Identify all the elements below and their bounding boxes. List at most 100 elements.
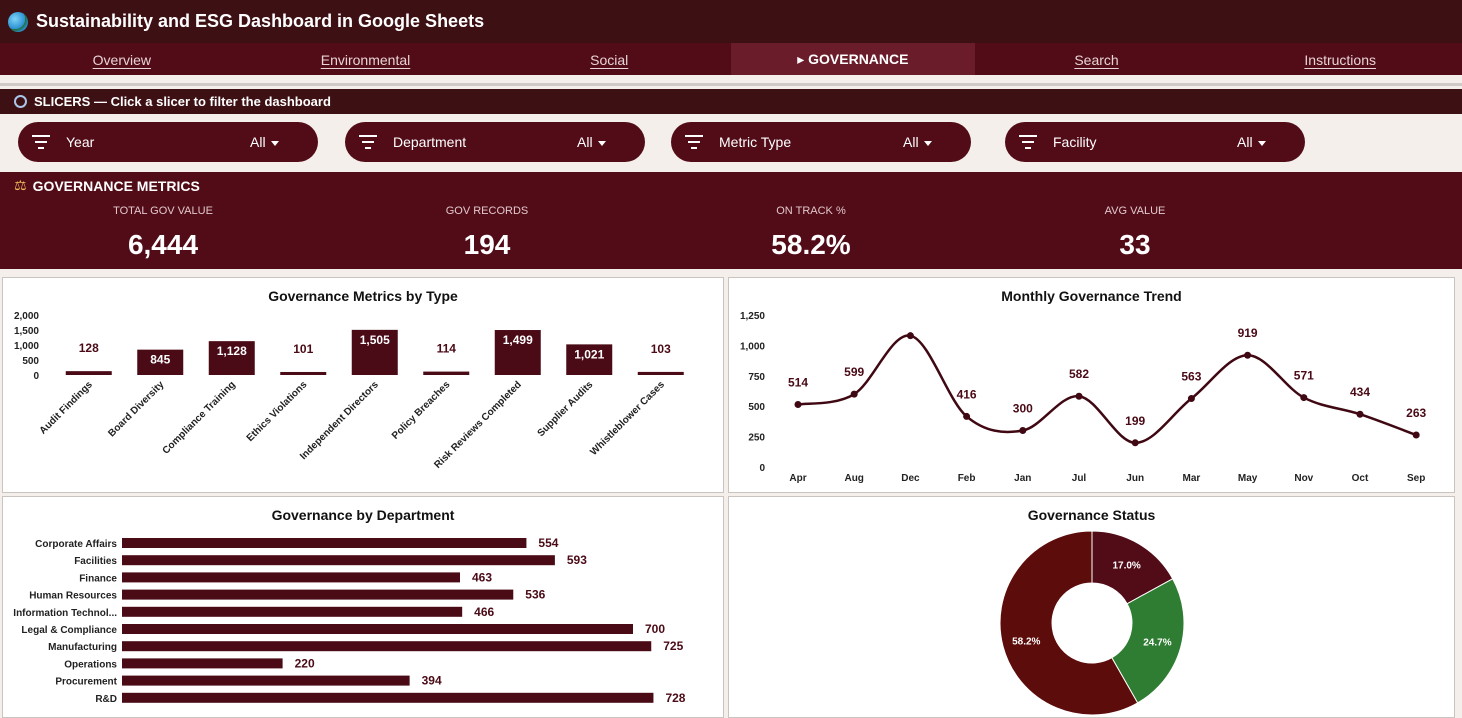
tab-overview[interactable]: Overview [92,52,152,68]
y-tick-label: 750 [748,372,765,383]
filter-icon [685,135,703,149]
slicer-value[interactable]: All [577,134,606,150]
slicer-year[interactable]: Year All [18,122,318,162]
data-point [1300,394,1308,402]
x-tick-label: Audit Findings [38,379,96,437]
data-point [1131,439,1139,447]
slicer-value[interactable]: All [1237,134,1266,150]
tab-search[interactable]: Search [1074,52,1119,68]
kpi-label: TOTAL GOV VALUE [113,205,213,217]
chart-title: Governance Metrics by Type [268,288,458,304]
x-tick-label: Jul [1072,473,1087,484]
filter-icon [1019,135,1037,149]
bar [122,658,283,669]
slicer-row: Year All Department All Metric Type All … [0,114,1462,172]
y-tick-label: Finance [79,573,117,584]
data-label: 1,021 [574,347,604,361]
chart-trend-panel: Monthly Governance Trend 1,250 1,000 750 50… [728,277,1455,493]
tab-governance[interactable]: ▸ GOVERNANCE [731,43,975,75]
governance-metrics-panel: ⚖ GOVERNANCE METRICS TOTAL GOV VALUE 6,4… [0,172,1462,269]
app-header: Sustainability and ESG Dashboard in Goog… [0,0,1462,43]
y-tick-label: 1,000 [740,341,765,352]
data-label: 220 [295,656,315,670]
x-tick-label: May [1238,473,1258,484]
tab-environmental[interactable]: Environmental [320,52,411,68]
kpi-gov-records: GOV RECORDS 194 [357,205,617,261]
chart-title: Governance by Department [271,507,455,523]
y-tick-label: 1,250 [740,311,765,322]
data-point [1187,395,1195,403]
data-label: 845 [150,353,170,367]
caret-down-icon [270,140,279,146]
data-label: 128 [79,341,99,355]
bar [423,371,470,375]
slicer-label: Facility [1053,134,1097,150]
tab-bar: Overview Environmental Social ▸ GOVERNAN… [0,43,1462,75]
chart-title: Monthly Governance Trend [1001,288,1182,304]
slicer-department[interactable]: Department All [345,122,645,162]
data-point [906,332,914,340]
slicer-value[interactable]: All [250,134,279,150]
bar [494,330,541,375]
chart-by-department: Corporate Affairs 554 Facilities 593 Finance… [13,536,685,705]
slicer-value[interactable]: All [903,134,932,150]
y-tick-label: 1,500 [14,326,39,337]
chart-by-type-panel: Governance Metrics by Type 2,000 1,500 1,0… [2,277,724,493]
caret-down-icon [597,140,606,146]
y-tick-label: 0 [33,371,39,382]
x-tick-label: Compliance Training [161,379,238,456]
data-label: 700 [645,622,665,636]
data-label: 103 [651,342,671,356]
data-point [850,390,858,398]
slicer-label: Metric Type [719,134,792,150]
y-tick-label: 500 [22,356,39,367]
y-tick-label: Corporate Affairs [35,539,117,550]
slicer-value-text: All [1237,134,1253,150]
data-label: 114 [437,342,457,356]
magnifier-icon [14,95,27,108]
y-tick-label: 0 [759,463,765,474]
x-tick-label: Feb [958,473,976,484]
slicer-metric-type[interactable]: Metric Type All [671,122,971,162]
x-tick-label: Dec [901,473,920,484]
y-tick-label: R&D [95,694,117,705]
y-tick-label: Operations [64,659,117,670]
globe-icon [8,11,28,32]
bar [208,341,255,375]
x-tick-label: Whistleblower Cases [588,379,667,458]
x-tick-label: Sep [1407,473,1425,484]
x-tick-label: Apr [789,473,806,484]
filter-icon [32,135,50,149]
page-title: Sustainability and ESG Dashboard in Goog… [36,11,485,31]
slicer-facility[interactable]: Facility All [1005,122,1305,162]
data-label: 563 [1181,370,1201,384]
bar [637,371,684,375]
bar [122,555,555,566]
caret-down-icon [1257,140,1266,146]
pie-slice [999,530,1139,716]
kpi-on-track: ON TRACK % 58.2% [681,205,941,261]
x-tick-label: Jan [1014,473,1031,484]
y-tick-label: Legal & Compliance [21,625,117,636]
slicer-value-text: All [250,134,266,150]
slicer-value-text: All [577,134,593,150]
tab-social[interactable]: Social [590,52,629,68]
bar [122,624,633,634]
bar [122,538,527,548]
bar [122,606,463,617]
data-label: 554 [538,536,558,550]
tab-instructions[interactable]: Instructions [1304,52,1376,68]
x-tick-label: Policy Breaches [390,379,453,442]
y-tick-label: 2,000 [14,311,39,322]
data-label: 463 [472,570,492,584]
slicer-label: Department [393,134,467,150]
bar [122,641,652,652]
kpi-value: 194 [463,229,511,260]
x-tick-label: Jun [1126,473,1144,484]
y-tick-label: Facilities [74,556,117,567]
y-tick-label: Human Resources [29,591,117,602]
bar [137,349,184,375]
y-tick-label: 1,000 [14,341,39,352]
y-tick-label: Procurement [55,677,117,688]
data-label: 571 [1294,369,1314,383]
